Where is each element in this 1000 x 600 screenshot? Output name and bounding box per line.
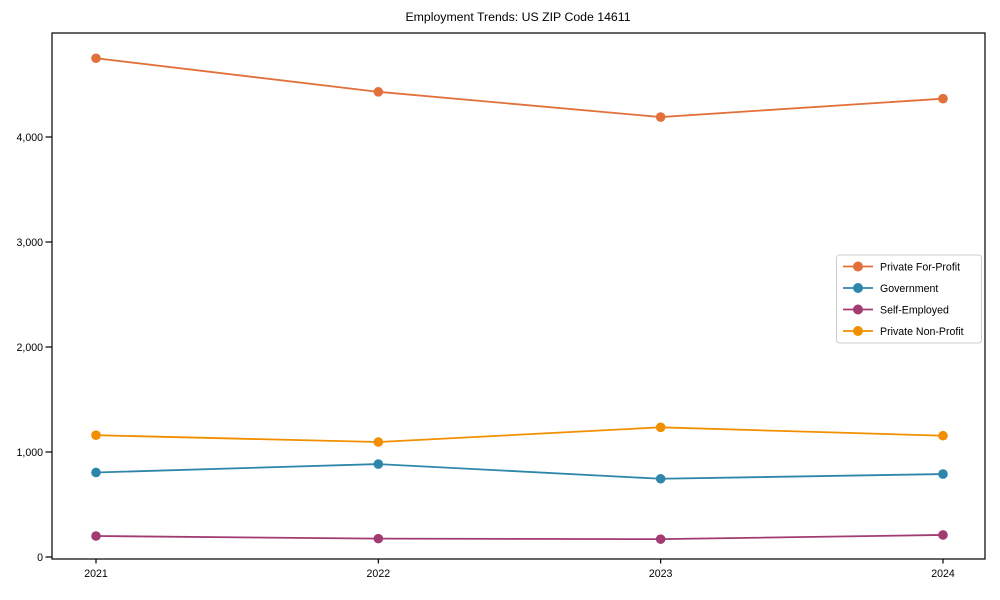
y-tick-label: 1,000 (16, 447, 43, 459)
data-point (91, 531, 101, 541)
legend-frame (836, 254, 982, 344)
x-tick-label: 2022 (367, 568, 391, 580)
x-tick-label: 2021 (84, 568, 108, 580)
y-axis: 0 1,000 2,000 3,000 4,000 (16, 132, 52, 564)
chart-title: Employment Trends: US ZIP Code 14611 (405, 10, 630, 24)
data-point (938, 93, 948, 104)
data-point (91, 53, 101, 64)
data-point (938, 469, 948, 479)
y-tick-label: 2,000 (16, 342, 43, 354)
data-point (373, 459, 384, 469)
legend-label: Private For-Profit (880, 261, 960, 273)
data-point (91, 430, 101, 441)
legend-label: Private Non-Profit (880, 326, 964, 338)
y-tick-label: 0 (37, 552, 43, 564)
legend: Private For-Profit Government Self-Employe… (836, 254, 982, 344)
data-point (373, 533, 384, 544)
data-point (938, 430, 948, 441)
legend-marker-dot (853, 304, 863, 315)
series-line-private-non-profit (95, 426, 944, 443)
series-line-self-employed (95, 534, 944, 541)
series-line-private-for-profit (95, 57, 944, 118)
legend-marker-dot (853, 261, 863, 272)
x-tick-label: 2023 (649, 568, 673, 580)
legend-marker-dot (853, 283, 863, 293)
y-tick-label: 3,000 (16, 237, 43, 249)
legend-label: Self-Employed (880, 304, 949, 316)
data-point (91, 467, 101, 478)
data-point (373, 87, 384, 97)
series-line-government (95, 463, 944, 480)
data-point (938, 530, 948, 540)
data-point (655, 534, 666, 544)
series-lines (91, 53, 948, 544)
x-tick-label: 2024 (931, 568, 955, 580)
legend-marker-dot (853, 326, 863, 336)
data-point (655, 422, 666, 433)
y-tick-label: 4,000 (16, 132, 43, 144)
data-point (655, 112, 666, 122)
plot-area-frame (51, 32, 986, 560)
data-point (655, 473, 666, 484)
data-point (373, 437, 384, 447)
x-axis: 2021 2022 2023 2024 (84, 559, 955, 580)
legend-label: Government (880, 283, 938, 295)
